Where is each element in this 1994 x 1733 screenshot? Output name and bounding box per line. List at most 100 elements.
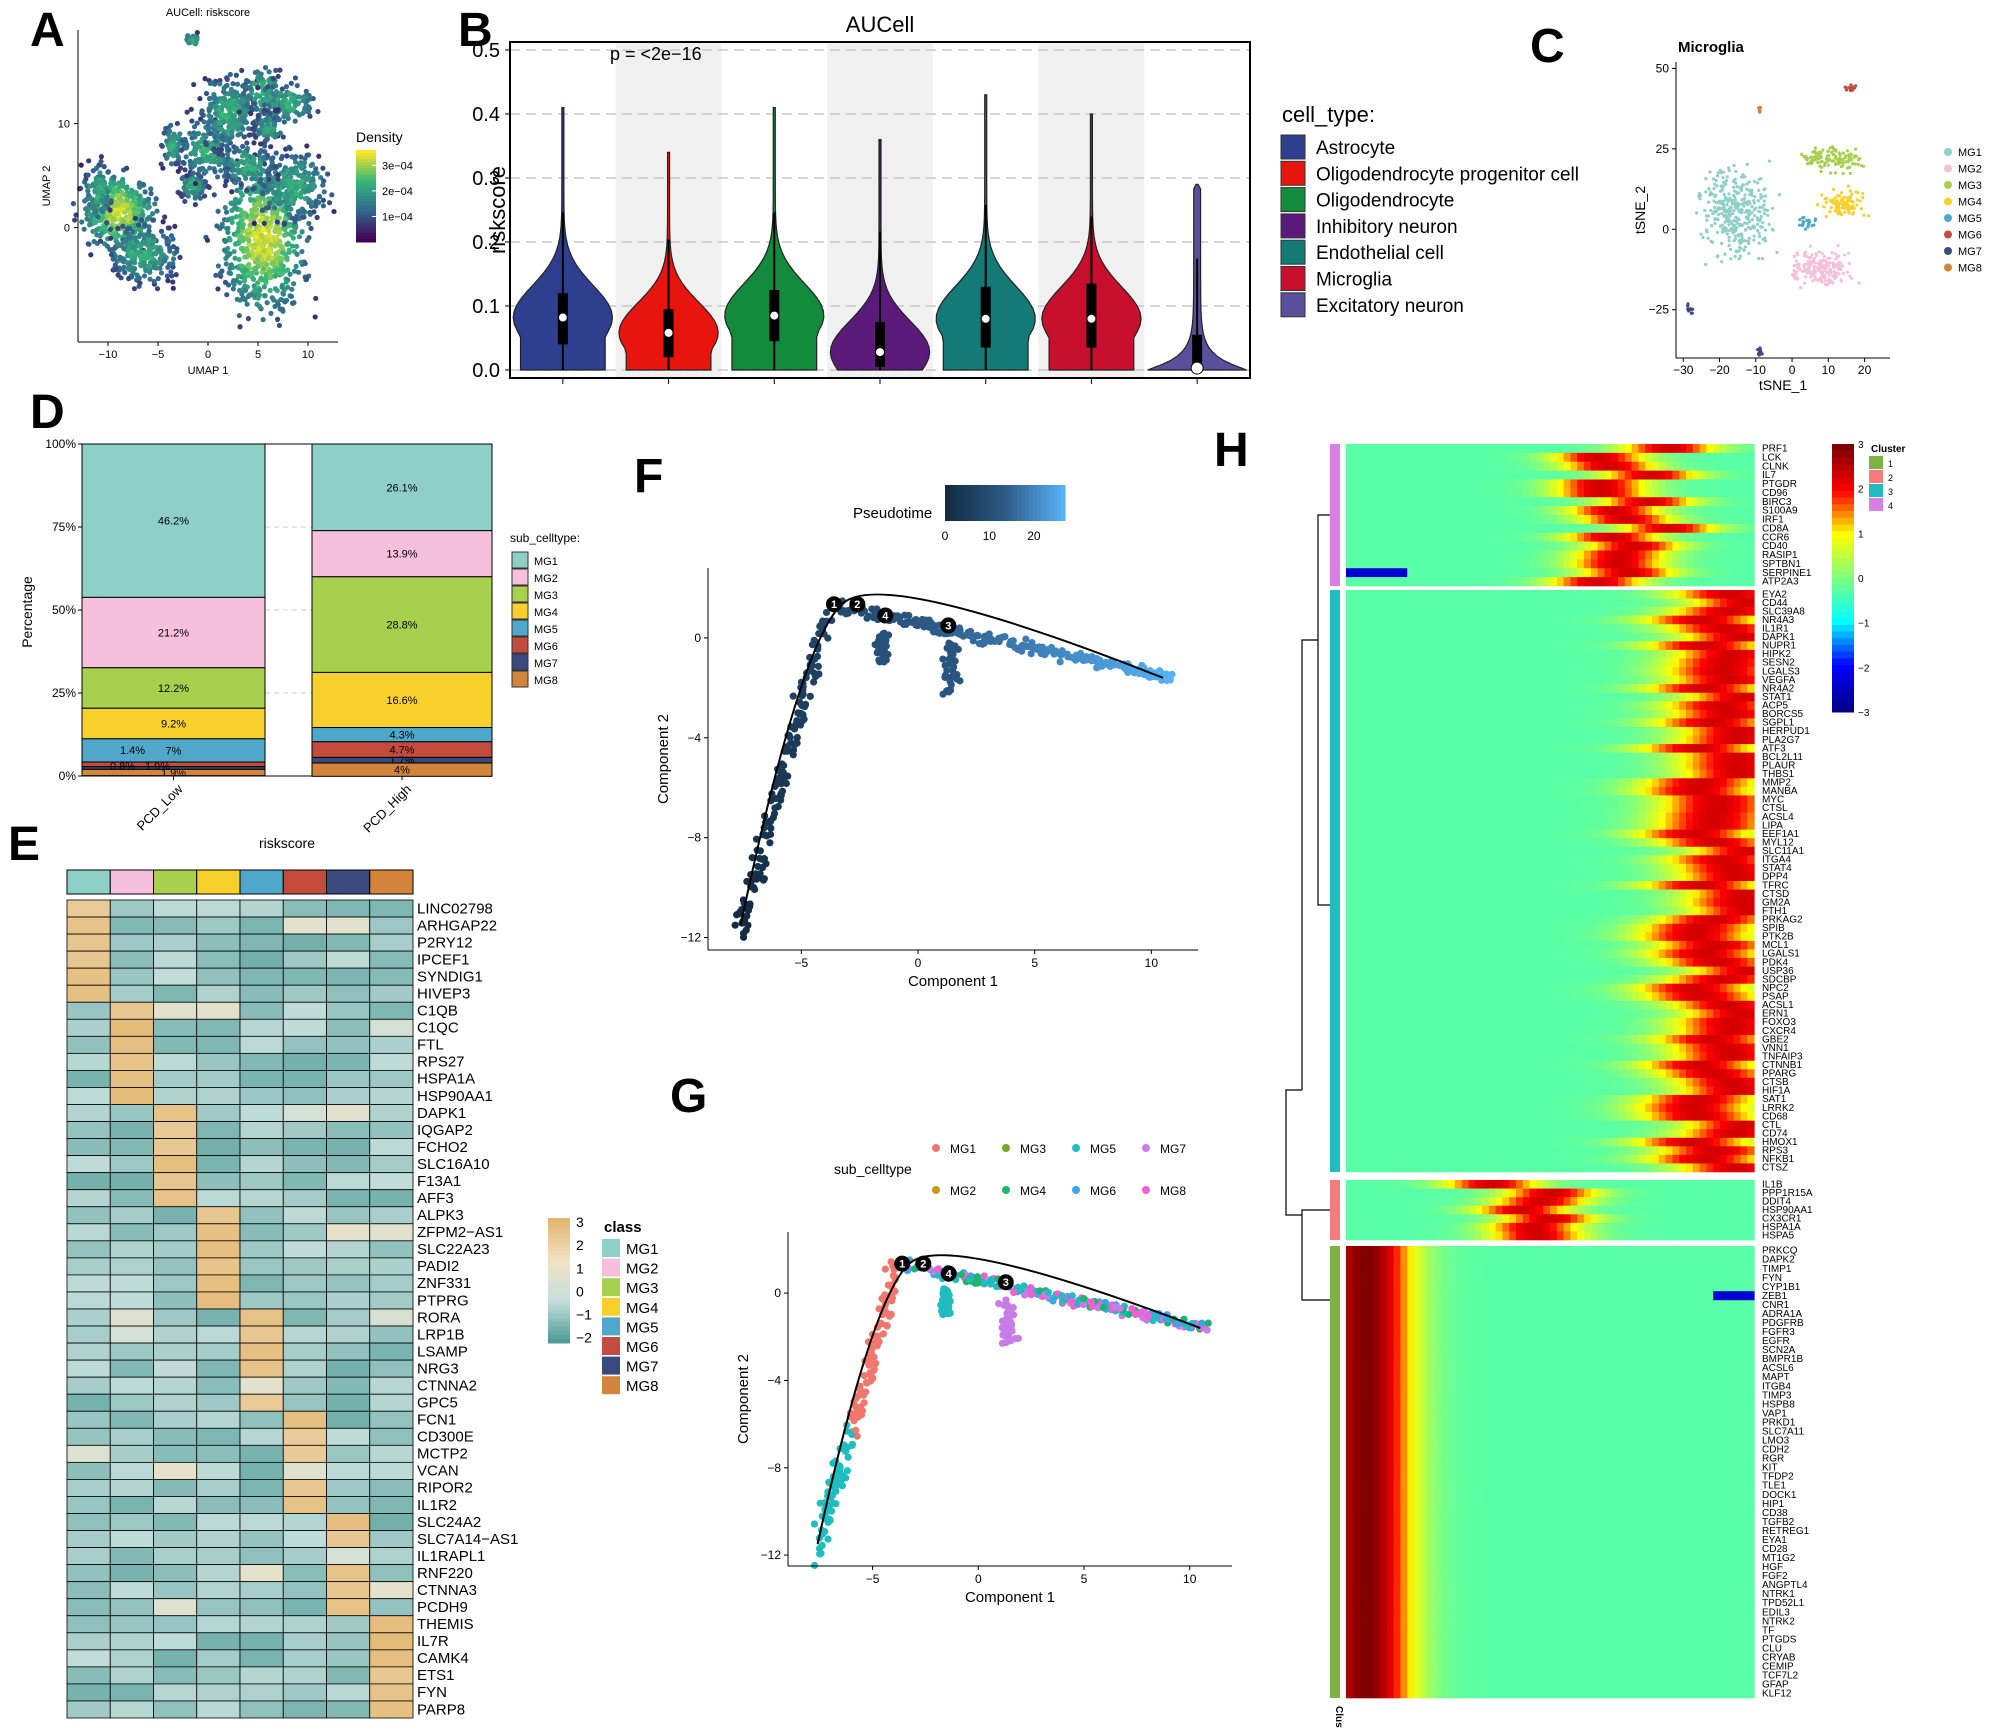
cell-point-mg1 <box>1714 217 1717 220</box>
cell-point-mg4 <box>1862 214 1865 217</box>
legend-dot <box>1944 198 1952 206</box>
heatmap-cell <box>197 1445 240 1462</box>
density-point <box>245 101 250 106</box>
cell-point-mg1 <box>1759 218 1762 221</box>
density-point <box>86 192 91 197</box>
cell-point-mg1 <box>1732 179 1735 182</box>
cell-point <box>903 619 910 626</box>
heatmap-cell <box>154 900 197 917</box>
density-point <box>99 154 104 159</box>
legend-dot <box>1944 247 1952 255</box>
density-point <box>121 218 126 223</box>
density-point <box>164 138 169 143</box>
heatmap-cell <box>110 1479 153 1496</box>
density-point <box>261 227 266 232</box>
legend-swatch <box>602 1278 620 1296</box>
heatmap-cell <box>370 1122 413 1139</box>
heatmap-cell <box>370 1002 413 1019</box>
segment-label: 0.8% <box>110 761 135 773</box>
gene-label: C1QB <box>417 1003 458 1020</box>
density-point <box>259 275 264 280</box>
density-point <box>229 189 234 194</box>
scale-gradient-step <box>548 1331 570 1336</box>
density-point <box>132 286 137 291</box>
cell-point-mg1 <box>1753 201 1756 204</box>
cell-point-mg3 <box>1834 171 1837 174</box>
density-point <box>208 102 213 107</box>
cell-point-mg4 <box>1834 200 1837 203</box>
cell-point-mg1 <box>1748 180 1751 183</box>
density-point <box>199 108 204 113</box>
cell-point <box>810 678 817 685</box>
legend-swatch <box>512 603 528 619</box>
x-tick-label: PCD_Low <box>134 781 186 833</box>
cell-point-mg1 <box>1719 200 1722 203</box>
density-point <box>266 171 271 176</box>
density-point <box>159 270 164 275</box>
legend-gradient-step <box>356 233 376 237</box>
legend-gradient-step <box>977 485 982 521</box>
density-point <box>193 133 198 138</box>
cell-point-mg1 <box>1747 252 1750 255</box>
heatmap-cell <box>67 1036 110 1053</box>
density-point <box>151 260 156 265</box>
density-point <box>265 188 270 193</box>
density-point <box>154 208 159 213</box>
density-point <box>275 317 280 322</box>
density-point <box>276 107 281 112</box>
cell-point-mg3 <box>1830 151 1833 154</box>
density-point <box>154 265 159 270</box>
heatmap-cell <box>197 1173 240 1190</box>
heatmap-cell <box>327 1684 370 1701</box>
heatmap-cell <box>110 1275 153 1292</box>
density-point <box>306 221 311 226</box>
density-point <box>201 113 206 118</box>
heatmap-cell <box>283 1514 326 1531</box>
scale-gradient-step <box>548 1314 570 1319</box>
density-point <box>225 217 230 222</box>
cell-point-mg1 <box>1727 192 1730 195</box>
density-point <box>217 121 222 126</box>
legend-label: MG8 <box>534 675 558 687</box>
heatmap-cell <box>327 1428 370 1445</box>
heatmap-cell <box>67 1122 110 1139</box>
legend-gradient-step <box>356 236 376 240</box>
heatmap-cell <box>154 1531 197 1548</box>
cell-point-mg1 <box>1726 232 1729 235</box>
class-bar-MG7 <box>327 870 370 894</box>
cell-point-mg1 <box>1717 213 1720 216</box>
density-point <box>261 317 266 322</box>
density-point <box>259 148 264 153</box>
cell-point-mg3 <box>1826 150 1829 153</box>
cell-point-mg2 <box>1827 274 1830 277</box>
heatmap-cell <box>327 1650 370 1667</box>
density-point <box>246 262 251 267</box>
density-point <box>98 239 103 244</box>
density-point <box>263 293 268 298</box>
cell-point-mg1 <box>1729 248 1732 251</box>
heatmap-cell <box>197 1462 240 1479</box>
density-point <box>269 242 274 247</box>
segment-label: 1.4% <box>120 745 145 757</box>
cell-point-mg1 <box>1699 233 1702 236</box>
density-point <box>234 146 239 151</box>
y-tick-label: 0 <box>1662 222 1669 236</box>
heatmap-cell <box>154 1173 197 1190</box>
heatmap-cell <box>110 1650 153 1667</box>
density-point <box>252 221 257 226</box>
heatmap-cell <box>327 917 370 934</box>
cell-point-mg4 <box>1843 210 1846 213</box>
density-point <box>108 227 113 232</box>
density-point <box>263 97 268 102</box>
density-point <box>289 95 294 100</box>
density-point <box>120 224 125 229</box>
density-point <box>237 324 242 329</box>
segment-label: 16.6% <box>386 695 417 707</box>
density-point <box>188 184 193 189</box>
heatmap-cell <box>110 1462 153 1479</box>
scale-gradient-step <box>548 1335 570 1340</box>
cell-point-mg2 <box>1829 268 1832 271</box>
density-point <box>264 117 269 122</box>
cell-point <box>883 1322 890 1329</box>
